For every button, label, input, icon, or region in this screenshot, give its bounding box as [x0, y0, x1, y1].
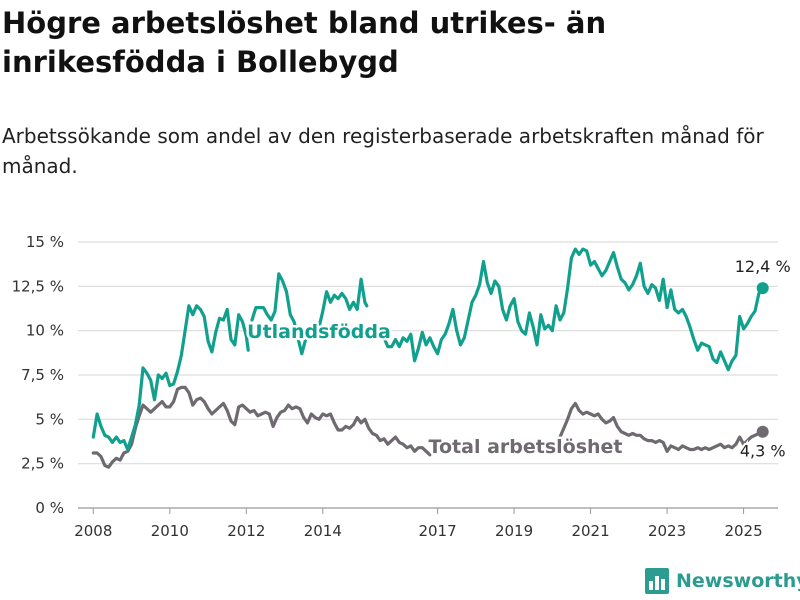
series-lines [91, 247, 769, 469]
y-tick-label: 15 % [26, 233, 64, 251]
end-point-utlandsfodda [756, 282, 769, 295]
x-tick-label: 2012 [227, 522, 265, 540]
y-tick-label: 12,5 % [12, 277, 64, 295]
y-tick-label: 7,5 % [21, 366, 64, 384]
end-label-total: 4,3 % [740, 442, 786, 461]
grid [78, 241, 778, 509]
brand-logo: Newsworthy [645, 568, 800, 594]
series-line-utlandsfodda [378, 247, 765, 372]
x-tick-label: 2017 [418, 522, 456, 540]
series-line-total [91, 385, 432, 469]
series-line-utlandsfodda [91, 304, 250, 452]
x-tick-label: 2008 [74, 522, 112, 540]
x-tick-label: 2023 [648, 522, 686, 540]
y-tick-label: 10 % [26, 322, 64, 340]
x-tick-label: 2014 [304, 522, 342, 540]
bar-chart-icon [645, 568, 669, 594]
x-tick-label: 2021 [571, 522, 609, 540]
line-chart: 0 % 2,5 % 5 % 7,5 % 10 % 12,5 % 15 % 2008 2010 20… [12, 233, 793, 540]
x-tick-label: 2025 [724, 522, 762, 540]
end-label-utlandsfodda: 12,4 % [735, 257, 791, 276]
x-tick-label: 2019 [495, 522, 533, 540]
end-point-total [756, 425, 769, 438]
axes: 0 % 2,5 % 5 % 7,5 % 10 % 12,5 % 15 % 2008 2010 20… [12, 233, 763, 540]
series-label-utlandsfodda: Utlandsfödda [247, 321, 391, 343]
x-tick-label: 2010 [151, 522, 189, 540]
y-tick-label: 2,5 % [21, 455, 64, 473]
series-line-utlandsfodda [317, 277, 369, 329]
series-label-total: Total arbetslöshet [429, 436, 623, 458]
y-tick-label: 0 % [35, 499, 64, 517]
chart-title: Högre arbetslöshet bland utrikes- än inr… [2, 6, 607, 79]
series-line-utlandsfodda [250, 272, 311, 356]
chart-subtitle: Arbetssökande som andel av den registerb… [2, 124, 764, 178]
series-labels: Utlandsfödda Total arbetslöshet 12,4 % 4,3 … [245, 255, 793, 463]
series-line-total [539, 401, 765, 453]
brand-name: Newsworthy [676, 570, 800, 592]
y-tick-label: 5 % [35, 410, 64, 428]
